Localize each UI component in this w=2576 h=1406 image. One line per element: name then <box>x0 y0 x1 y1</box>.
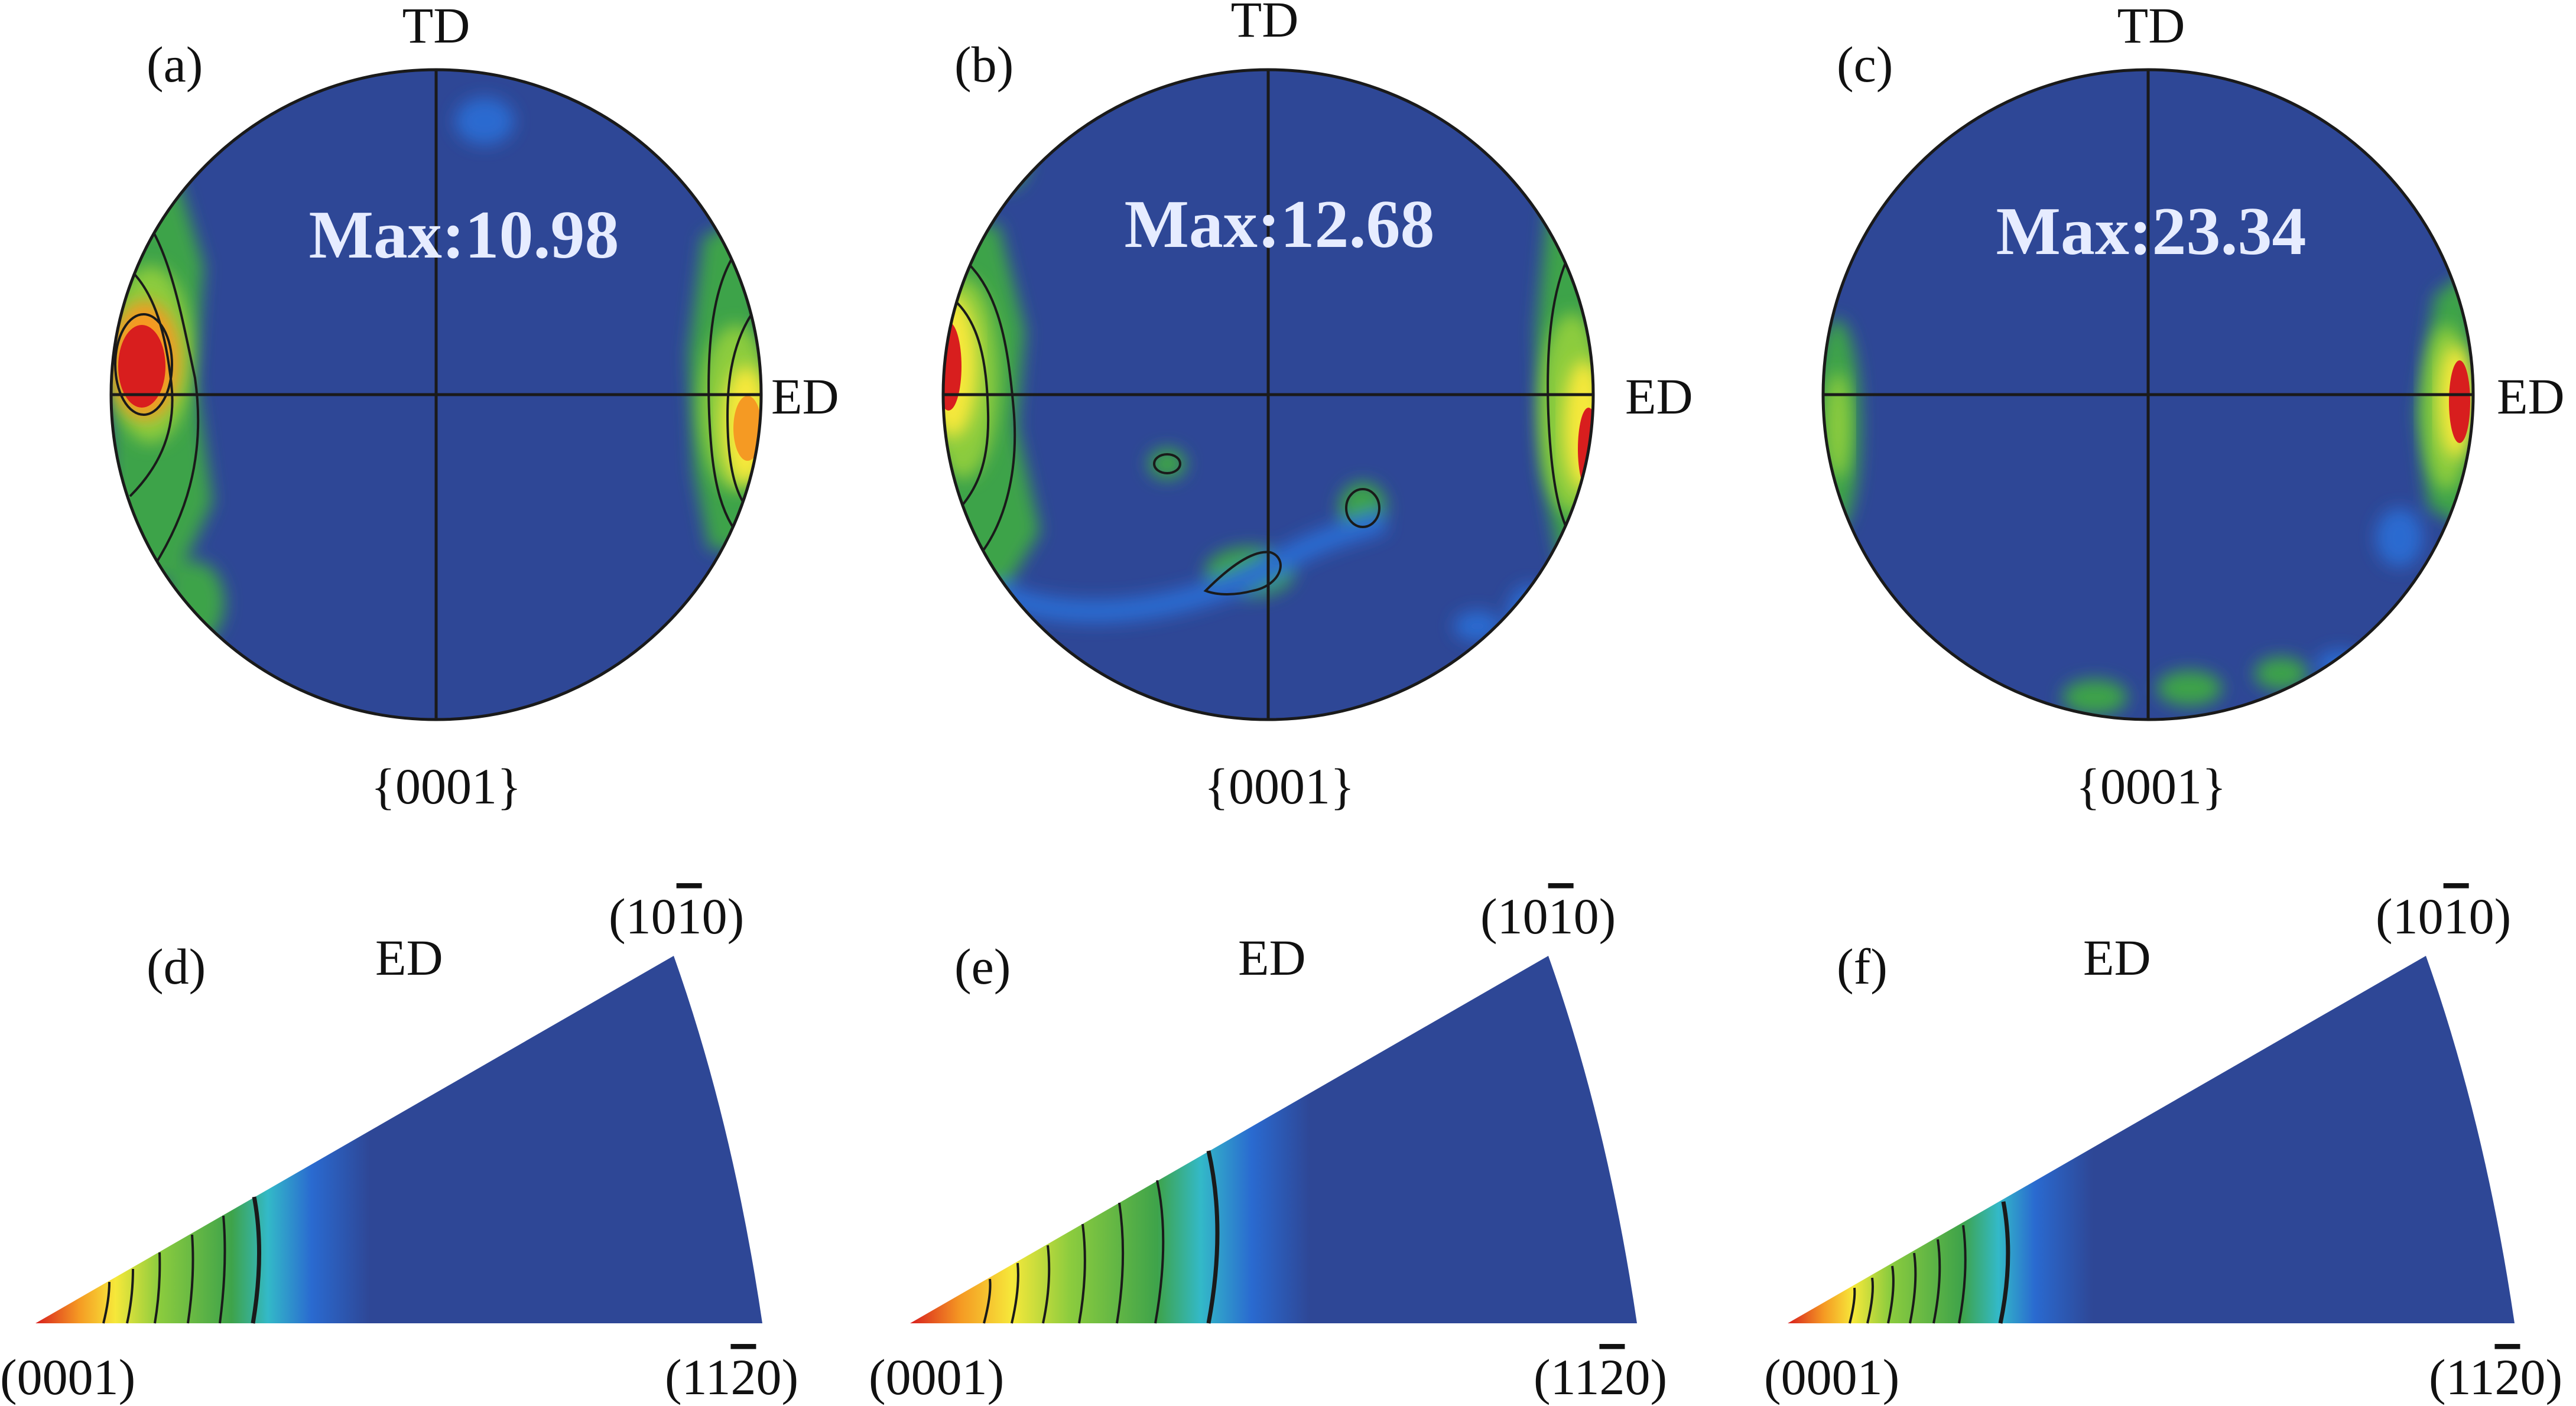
ipf-e-direction-label: ED <box>1238 929 1306 986</box>
inverse-pole-figure-f: (f) ED (1010) (0001) (1120) <box>1764 888 2562 1405</box>
ipf-f-panel-label: (f) <box>1837 938 1888 995</box>
ed-label-b: ED <box>1625 368 1693 425</box>
ipf-e-corner-top: (1010) <box>1480 888 1616 945</box>
ipf-e-sector <box>910 956 1637 1323</box>
ipf-d-corner-top: (1010) <box>609 888 744 945</box>
panel-label-b: (b) <box>954 36 1013 93</box>
panel-label-c: (c) <box>1837 36 1893 93</box>
ipf-f-corner-left: (0001) <box>1764 1349 1899 1405</box>
pole-figure-b-intensity <box>943 130 1593 644</box>
ipf-d-corner-right: (1120) <box>665 1349 798 1405</box>
ipf-e-panel-label: (e) <box>954 938 1011 995</box>
inverse-pole-figure-d: (d) ED (1010) (0001) (1120) <box>0 888 798 1405</box>
plane-label-b: {0001} <box>1204 758 1355 815</box>
ipf-d-panel-label: (d) <box>147 938 206 995</box>
max-label-a: Max:10.98 <box>308 197 619 273</box>
pole-figure-c: (c) TD ED Max:23.34 {0001} <box>1821 0 2565 815</box>
ipf-f-direction-label: ED <box>2083 929 2151 986</box>
pole-figure-a-intensity <box>111 97 761 644</box>
max-label-b: Max:12.68 <box>1124 187 1434 262</box>
td-label-a: TD <box>402 0 470 54</box>
ipf-f-corner-top: (1010) <box>2376 888 2511 945</box>
pole-figure-a: (a) TD ED Max:10.98 {0001} <box>109 0 839 815</box>
ipf-e-corner-left: (0001) <box>869 1349 1004 1405</box>
ipf-f-sector <box>1788 956 2515 1323</box>
td-label-c: TD <box>2117 0 2185 54</box>
ipf-d-corner-left: (0001) <box>0 1349 135 1405</box>
td-label-b: TD <box>1231 0 1299 48</box>
inverse-pole-figure-e: (e) ED (1010) (0001) (1120) <box>869 888 1667 1405</box>
ipf-d-sector <box>35 956 762 1323</box>
plane-label-c: {0001} <box>2076 758 2227 815</box>
ed-label-c: ED <box>2497 368 2565 425</box>
panel-label-a: (a) <box>147 36 203 93</box>
ed-label-a: ED <box>771 368 839 425</box>
ipf-e-corner-right: (1120) <box>1534 1349 1667 1405</box>
plane-label-a: {0001} <box>371 758 522 815</box>
pole-figure-b: (b) TD ED Max:12.68 {0001} <box>941 0 1693 815</box>
ipf-d-direction-label: ED <box>375 929 443 986</box>
max-label-c: Max:23.34 <box>1996 194 2306 269</box>
ipf-f-corner-right: (1120) <box>2429 1349 2562 1405</box>
